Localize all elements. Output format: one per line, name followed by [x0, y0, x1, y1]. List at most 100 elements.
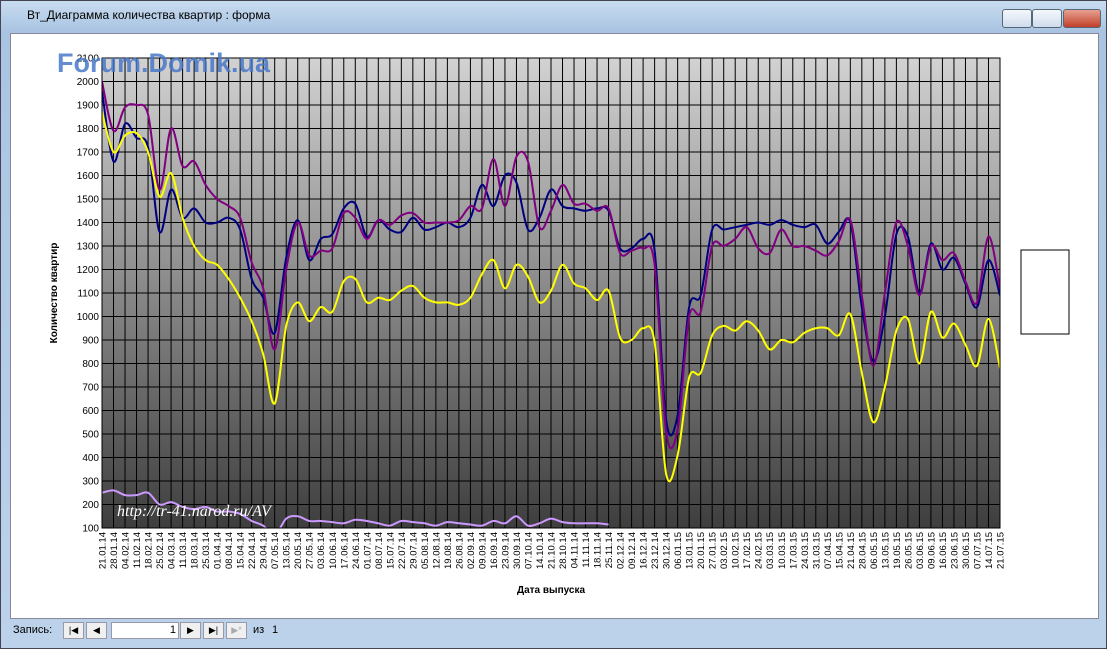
y-tick-label: 2100	[77, 54, 100, 65]
x-tick-label: 24.06.14	[351, 532, 362, 569]
x-tick-label: 17.03.15	[788, 532, 799, 569]
x-tick-label: 17.06.14	[339, 532, 350, 569]
x-tick-label: 07.04.15	[823, 532, 834, 569]
y-tick-label: 1000	[77, 312, 100, 323]
x-tick-label: 29.07.14	[408, 532, 419, 569]
x-tick-label: 10.06.14	[328, 532, 339, 569]
x-tick-label: 21.04.15	[846, 532, 857, 569]
x-tick-label: 09.09.14	[477, 532, 488, 569]
y-tick-label: 1200	[77, 265, 100, 276]
watermark: http://tr-41.narod.ru/AV	[117, 503, 273, 520]
x-tick-label: 15.04.15	[834, 532, 845, 569]
x-tick-label: 18.11.14	[593, 532, 604, 568]
x-tick-label: 28.10.14	[558, 532, 569, 569]
x-tick-label: 29.04.14	[259, 532, 270, 569]
x-tick-label: 09.12.14	[627, 532, 638, 569]
x-tick-label: 07.10.14	[523, 532, 534, 569]
x-tick-label: 25.11.14	[604, 532, 615, 568]
x-axis-label: Дата выпуска	[517, 585, 586, 596]
x-tick-label: 23.09.14	[500, 532, 511, 569]
x-tick-label: 01.04.14	[213, 532, 224, 569]
series-line	[102, 81, 1000, 450]
x-tick-label: 25.02.14	[155, 532, 166, 569]
first-button[interactable]: |◀	[63, 622, 84, 639]
x-tick-label: 13.05.14	[282, 532, 293, 569]
x-tick-label: 10.02.15	[731, 532, 742, 569]
x-tick-label: 19.08.14	[443, 532, 454, 569]
y-tick-label: 500	[82, 430, 99, 441]
y-tick-label: 1500	[77, 195, 100, 206]
prev-button[interactable]: ◀	[86, 622, 107, 639]
x-tick-label: 27.01.15	[708, 532, 719, 569]
x-tick-label: 21.01.14	[98, 532, 109, 569]
x-tick-label: 27.05.14	[305, 532, 316, 569]
x-tick-label: 12.08.14	[431, 532, 442, 569]
x-tick-label: 23.06.15	[949, 532, 960, 569]
minimize-button[interactable]	[1002, 9, 1032, 28]
x-tick-label: 03.06.15	[915, 532, 926, 569]
y-axis-label: Количество квартир	[49, 243, 60, 344]
x-tick-label: 21.10.14	[547, 532, 558, 569]
x-tick-label: 15.07.14	[385, 532, 396, 569]
form-area: 100 200 300 400 500 600 700 800 900 1000 1100 1200 1…	[10, 33, 1099, 619]
x-tick-label: 08.07.14	[374, 532, 385, 569]
x-tick-label: 22.07.14	[397, 532, 408, 569]
x-tick-label: 08.04.14	[224, 532, 235, 569]
y-tick-label: 400	[82, 453, 99, 464]
x-tick-label: 09.06.15	[926, 532, 937, 569]
x-tick-label: 11.11.14	[581, 532, 592, 568]
x-tick-label: 04.02.14	[121, 532, 132, 569]
record-field[interactable]: 1	[111, 622, 179, 639]
nav-label: Запись:	[13, 624, 53, 636]
x-tick-label: 06.05.15	[869, 532, 880, 569]
x-tick-label: 02.12.14	[616, 532, 627, 569]
x-tick-label: 28.04.15	[857, 532, 868, 569]
new-button[interactable]: ▶*	[226, 622, 247, 639]
x-tick-label: 14.07.15	[984, 532, 995, 569]
last-button[interactable]: ▶|	[203, 622, 224, 639]
x-tick-label: 30.06.15	[961, 532, 972, 569]
x-tick-label: 13.05.15	[880, 532, 891, 569]
x-tick-label: 31.03.15	[811, 532, 822, 569]
x-tick-label: 14.10.14	[535, 532, 546, 569]
x-tick-label: 23.12.14	[650, 532, 661, 569]
x-tick-label: 18.03.14	[190, 532, 201, 569]
window-title: Вт_Диаграмма количества квартир : форма	[27, 8, 271, 22]
y-tick-label: 1400	[77, 218, 100, 229]
y-tick-label: 1800	[77, 124, 100, 135]
x-tick-label: 13.01.15	[685, 532, 696, 569]
x-tick-label: 21.07.15	[996, 532, 1007, 569]
y-tick-label: 1300	[77, 242, 100, 253]
plot-border	[101, 57, 1001, 529]
x-tick-label: 28.01.14	[109, 532, 120, 569]
series-line	[102, 489, 609, 528]
x-tick-label: 11.02.14	[132, 532, 143, 568]
x-tick-label: 18.02.14	[144, 532, 155, 569]
close-button[interactable]	[1063, 9, 1101, 28]
y-tick-label: 1700	[77, 148, 100, 159]
x-tick-label: 20.05.14	[293, 532, 304, 569]
x-tick-label: 01.07.14	[362, 532, 373, 569]
nav-total: 1	[272, 624, 279, 636]
x-tick-label: 02.09.14	[466, 532, 477, 569]
x-tick-label: 03.06.14	[316, 532, 327, 569]
x-tick-label: 26.08.14	[454, 532, 465, 569]
x-tick-label: 25.03.14	[201, 532, 212, 569]
x-tick-label: 20.01.15	[696, 532, 707, 569]
y-tick-label: 300	[82, 477, 99, 488]
record-navigation: Запись: |◀ ◀ 1 ▶ ▶| ▶* из 1	[13, 622, 278, 639]
legend	[1020, 249, 1070, 335]
y-tick-label: 1900	[77, 101, 100, 112]
x-tick-label: 22.04.14	[247, 532, 258, 569]
y-tick-label: 2000	[77, 77, 100, 88]
x-tick-label: 05.08.14	[420, 532, 431, 569]
x-tick-label: 07.05.14	[270, 532, 281, 569]
maximize-button[interactable]	[1032, 9, 1062, 28]
y-tick-label: 100	[82, 524, 99, 535]
y-tick-label: 800	[82, 359, 99, 370]
x-tick-label: 16.09.14	[489, 532, 500, 569]
x-tick-label: 10.03.15	[777, 532, 788, 569]
next-button[interactable]: ▶	[180, 622, 201, 639]
x-tick-label: 24.02.15	[754, 532, 765, 569]
